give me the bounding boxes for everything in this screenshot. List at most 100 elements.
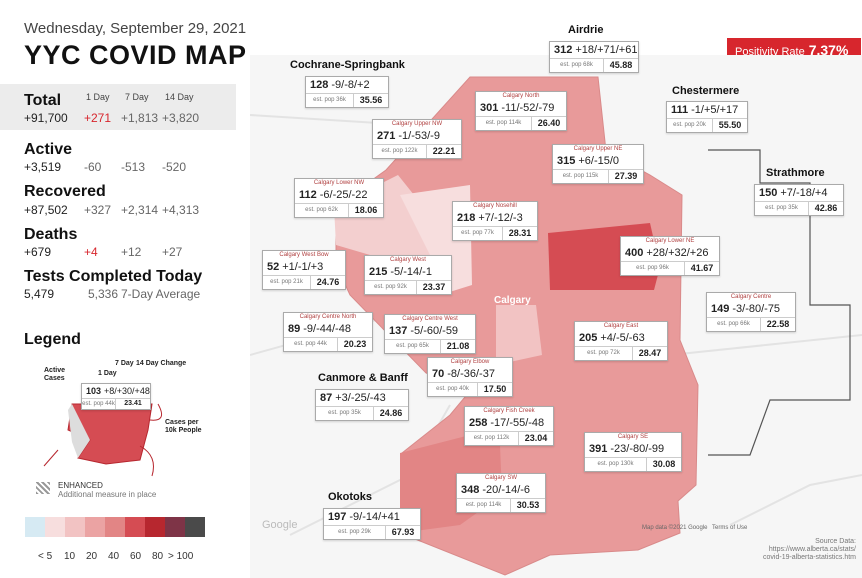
legend-sample-pop: est. pop 44k	[82, 399, 116, 409]
card-subtitle: Calgary Lower NW	[313, 180, 365, 186]
tests-label: Tests Completed Today	[24, 268, 203, 285]
legend-14day-label: 14 Day Change	[136, 360, 187, 367]
card-pop: est. pop 44k	[284, 338, 338, 351]
source-label: Source Data:	[815, 538, 856, 545]
card-elbow: Calgary Elbow 70 -8/-36/-37 est. pop 40k 17.…	[427, 357, 513, 397]
tests-value: 5,479	[24, 287, 55, 301]
card-active: 258	[469, 417, 488, 429]
card-fish-creek: Calgary Fish Creek 258 -17/-55/-48 est. pop…	[464, 406, 554, 446]
strathmore-name: Strathmore	[766, 167, 825, 179]
card-rate: 24.76	[316, 277, 340, 287]
map-canvas: Calgary Google Map data ©2021 Google Ter…	[250, 55, 862, 578]
card-changes: -6/-25/-22	[319, 189, 368, 201]
card-subtitle: Calgary SW	[484, 475, 517, 481]
card-west: Calgary West 215 -5/-14/-1 est. pop 92k 23.3…	[364, 255, 452, 295]
card-changes: -9/-14/+41	[349, 511, 400, 523]
card-chestermere: 111 -1/+5/+17 est. pop 20k 55.50	[666, 101, 748, 133]
card-active: 391	[589, 443, 608, 455]
card-changes: +1/-1/+3	[282, 261, 324, 273]
card-active: 315	[557, 155, 576, 167]
card-pop: est. pop 36k	[306, 94, 354, 107]
card-rate: 55.50	[718, 120, 742, 130]
card-subtitle: Calgary SE	[617, 434, 649, 440]
card-active: 128	[310, 79, 329, 91]
card-pop: est. pop 114k	[457, 499, 511, 512]
legend-enhanced-shape	[68, 404, 90, 458]
card-centre-north: Calgary Centre North 89 -9/-44/-48 est. pop…	[283, 312, 373, 352]
scale-label: 40	[108, 551, 120, 562]
card-rate: 21.08	[446, 341, 470, 351]
source-info: Source Data: https://www.alberta.ca/stat…	[720, 538, 856, 562]
scale-swatch	[85, 517, 105, 537]
card-active: 215	[369, 266, 388, 278]
card-changes: +7/-12/-3	[478, 212, 523, 224]
card-changes: -5/-60/-59	[410, 325, 459, 337]
card-rate: 67.93	[391, 527, 415, 537]
deaths-1day: +4	[84, 245, 98, 259]
airdrie-name: Airdrie	[568, 24, 604, 36]
card-changes: -9/-8/+2	[331, 79, 370, 91]
scale-swatch	[165, 517, 185, 537]
card-active: 271	[377, 130, 396, 142]
card-rate: 24.86	[379, 408, 403, 418]
boundary-line	[708, 149, 851, 456]
deaths-7day: +12	[121, 245, 142, 259]
card-airdrie: 312 +18/+71/+61 est. pop 68k 45.88	[549, 41, 639, 73]
card-rate: 30.08	[652, 459, 676, 469]
card-subtitle: Calgary Centre West	[402, 316, 458, 322]
card-subtitle: Calgary North	[502, 93, 540, 99]
terms-of-use-link[interactable]: Terms of Use	[712, 525, 748, 531]
recovered-label: Recovered	[24, 183, 106, 200]
card-subtitle: Calgary Centre North	[299, 314, 357, 320]
card-active: 70	[432, 368, 445, 380]
card-rate: 42.86	[814, 203, 838, 213]
card-pop: est. pop 122k	[373, 145, 427, 158]
positivity-value: 7.37%	[808, 42, 849, 58]
card-pop: est. pop 92k	[365, 281, 417, 294]
total-box	[0, 84, 236, 130]
card-upper-nw: Calgary Upper NW 271 -1/-53/-9 est. pop 122…	[372, 119, 462, 159]
card-rate: 22.58	[766, 319, 790, 329]
card-upper-ne: Calgary Upper NE 315 +6/-15/0 est. pop 115k…	[552, 144, 644, 184]
card-changes: -20/-14/-6	[482, 484, 531, 496]
card-rate: 20.23	[343, 339, 367, 349]
card-changes: +18/+71/+61	[575, 44, 638, 56]
card-subtitle: Calgary East	[603, 323, 639, 329]
card-rate: 28.47	[638, 348, 662, 358]
total-7day: +1,813	[121, 111, 159, 125]
legend-enhanced-arrow	[43, 449, 59, 467]
legend-sample-changes: +8/+30/+48	[104, 386, 150, 396]
card-active: 52	[267, 261, 280, 273]
deaths-value: +679	[24, 245, 52, 259]
card-rate: 28.31	[508, 228, 532, 238]
card-rate: 35.56	[359, 95, 383, 105]
card-active: 312	[554, 44, 573, 56]
card-pop: est. pop 35k	[316, 407, 374, 420]
active-label: Active	[24, 141, 73, 158]
legend-enhanced-sub: Additional measure in place	[58, 490, 157, 499]
page-title: YYC COVID MAP	[24, 40, 247, 70]
recovered-1day: +327	[84, 203, 112, 217]
deaths-label: Deaths	[24, 226, 78, 243]
card-north: Calgary North 301 -11/-52/-79 est. pop 114k…	[475, 91, 567, 131]
google-logo: Google	[262, 519, 297, 531]
legend-shape-arrow	[139, 445, 154, 477]
total-14day: +3,820	[162, 111, 200, 125]
scale-label: 80	[152, 551, 164, 562]
card-okotoks: 197 -9/-14/+41 est. pop 29k 67.93	[323, 508, 421, 540]
card-subtitle: Calgary Nosehill	[473, 203, 517, 209]
legend-enhanced: ENHANCED	[58, 481, 103, 490]
card-active: 137	[389, 325, 408, 337]
source-url-2[interactable]: covid-19-alberta-statistics.htm	[763, 554, 856, 561]
card-pop: est. pop 65k	[385, 340, 441, 353]
card-sw: Calgary SW 348 -20/-14/-6 est. pop 114k 30.5…	[456, 473, 546, 513]
source-url-1[interactable]: https://www.alberta.ca/stats/	[768, 546, 856, 553]
card-west-bow: Calgary West Bow 52 +1/-1/+3 est. pop 21k 24…	[262, 250, 346, 290]
card-pop: est. pop 40k	[428, 383, 478, 396]
card-changes: +6/-15/0	[578, 155, 620, 167]
card-rate: 45.88	[609, 60, 633, 70]
card-active: 348	[461, 484, 480, 496]
scale-label: > 100	[168, 551, 194, 562]
legend-sample-active: 103	[86, 386, 102, 396]
total-value: +91,700	[24, 111, 68, 125]
